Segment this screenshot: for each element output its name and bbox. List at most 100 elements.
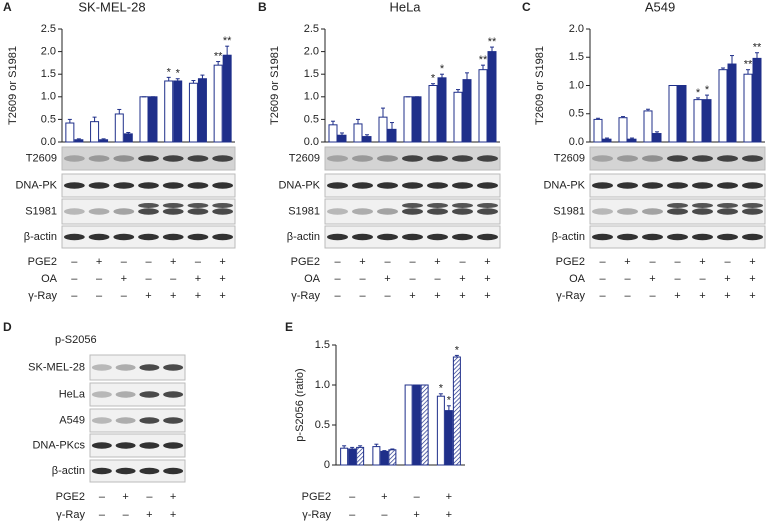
bar — [412, 384, 421, 466]
bar — [188, 82, 198, 143]
bar — [752, 57, 762, 143]
blot-strip — [89, 459, 186, 483]
panel-letter: A — [3, 0, 12, 14]
y-tick-label: 0.5 — [569, 108, 584, 120]
bar — [652, 133, 662, 143]
blot-band — [113, 208, 135, 215]
blot-band — [212, 233, 234, 241]
condition-sign: + — [381, 491, 387, 503]
panel-letter: C — [522, 0, 531, 14]
y-tick-label: 0.0 — [569, 136, 584, 148]
bar — [693, 99, 703, 143]
panel-letter: D — [3, 320, 12, 334]
condition-sign: + — [195, 273, 201, 285]
error-bar — [331, 120, 335, 125]
blot-label: S1981 — [288, 205, 320, 217]
blot-label: SK-MEL-28 — [28, 361, 85, 373]
bar — [452, 356, 461, 466]
bar — [337, 134, 347, 143]
blot-band — [717, 233, 738, 241]
blot-strip — [61, 173, 236, 198]
significance-mark: * — [705, 84, 710, 96]
condition-sign: + — [413, 509, 419, 521]
error-bar — [200, 74, 205, 79]
blot-band — [88, 233, 110, 241]
error-bar — [342, 445, 347, 449]
blot-strip — [61, 198, 236, 225]
blot-band — [139, 467, 160, 475]
bar — [437, 77, 447, 143]
bar — [420, 384, 429, 466]
blot-band — [402, 208, 423, 215]
condition-sign: + — [121, 273, 127, 285]
error-bar — [356, 118, 360, 124]
condition-sign: + — [459, 273, 465, 285]
bar — [173, 80, 183, 143]
bar — [428, 85, 438, 143]
condition-sign: – — [599, 273, 606, 285]
condition-label: γ-Ray — [28, 290, 57, 302]
blot-label: A549 — [59, 414, 85, 426]
error-bar — [705, 94, 709, 100]
bar — [436, 395, 445, 466]
blot-band — [742, 208, 763, 215]
blot-band — [377, 182, 398, 189]
condition-sign: + — [484, 256, 490, 268]
error-bar — [630, 137, 634, 140]
y-axis-label: p-S2056 (ratio) — [294, 368, 306, 441]
condition-sign: + — [170, 491, 176, 503]
condition-label: γ-Ray — [291, 290, 320, 302]
condition-label: PGE2 — [302, 491, 331, 503]
blot-band — [187, 233, 209, 241]
blot-band — [642, 182, 663, 189]
condition-sign: – — [599, 290, 606, 302]
y-tick-label: 1.0 — [304, 91, 319, 103]
blot-band — [113, 182, 135, 189]
condition-sign: + — [359, 256, 365, 268]
panel-letter: B — [258, 0, 267, 14]
blot-band — [115, 467, 136, 475]
bar — [99, 139, 109, 143]
blot-band — [212, 203, 234, 208]
blot-band — [163, 442, 184, 449]
blot-band — [692, 155, 713, 162]
y-axis-label: T2609 or S1981 — [534, 46, 546, 125]
blot-label: DNA-PK — [278, 179, 320, 191]
blot-strip — [324, 225, 501, 249]
condition-sign: – — [121, 290, 128, 302]
error-bar — [481, 64, 485, 70]
condition-sign: + — [384, 273, 390, 285]
condition-sign: + — [146, 509, 152, 521]
error-bar — [67, 118, 72, 124]
condition-label: PGE2 — [556, 256, 585, 268]
blot-band — [352, 233, 373, 241]
blot-band — [642, 233, 663, 241]
condition-sign: + — [195, 290, 201, 302]
blot-band — [377, 208, 398, 215]
blot-band — [617, 155, 638, 162]
error-bar — [175, 78, 180, 81]
error-bar — [126, 132, 131, 134]
condition-sign: + — [484, 290, 490, 302]
condition-sign: + — [446, 491, 452, 503]
blot-band — [667, 182, 688, 189]
bar — [372, 446, 381, 466]
condition-sign: – — [381, 509, 388, 521]
error-bar — [117, 108, 122, 114]
error-bar — [365, 134, 369, 137]
condition-label: OA — [569, 273, 586, 285]
error-bar — [92, 116, 97, 122]
blot-strip — [589, 146, 766, 171]
blot-band — [163, 467, 184, 475]
blot-label: S1981 — [553, 205, 585, 217]
error-bar — [465, 72, 469, 80]
blot-band — [212, 208, 234, 215]
blot-band — [162, 182, 184, 189]
condition-sign: – — [434, 273, 441, 285]
condition-sign: + — [446, 509, 452, 521]
blot-background — [89, 433, 186, 458]
blot-band — [162, 203, 184, 208]
blot-band — [667, 208, 688, 215]
condition-sign: + — [674, 290, 680, 302]
blot-band — [452, 203, 473, 208]
